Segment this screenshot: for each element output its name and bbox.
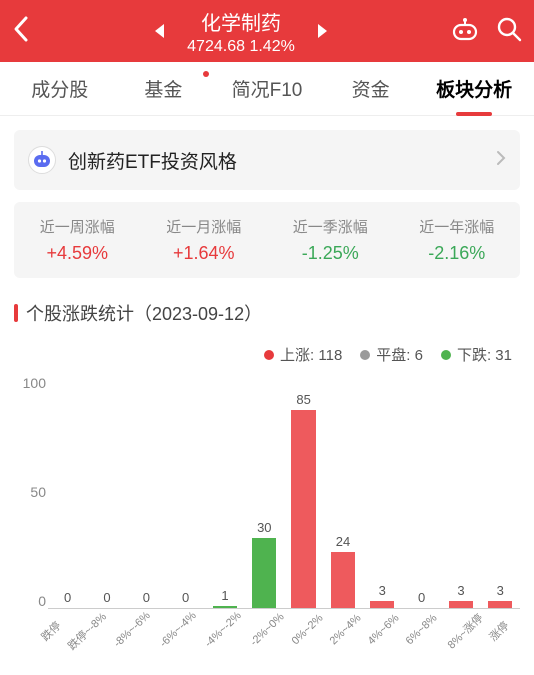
bar bbox=[331, 552, 355, 608]
nav-tabs: 成分股基金简况F10资金板块分析 bbox=[0, 62, 534, 116]
tab-简况F10[interactable]: 简况F10 bbox=[215, 75, 319, 102]
bar-column: 0 bbox=[87, 375, 126, 608]
search-icon[interactable] bbox=[496, 16, 522, 47]
stat-item: 近一年涨幅 -2.16% bbox=[394, 216, 521, 264]
legend-label: 上涨: 118 bbox=[280, 344, 342, 365]
back-button[interactable] bbox=[12, 15, 48, 48]
legend-label: 下跌: 31 bbox=[457, 344, 512, 365]
legend-item: 上涨: 118 bbox=[264, 344, 342, 365]
stat-value: -2.16% bbox=[394, 243, 521, 264]
stat-label: 近一周涨幅 bbox=[14, 216, 141, 237]
y-axis: 100 50 0 bbox=[14, 375, 46, 609]
legend-item: 平盘: 6 bbox=[360, 344, 423, 365]
next-arrow-icon[interactable] bbox=[313, 22, 333, 40]
stat-value: +4.59% bbox=[14, 243, 141, 264]
bar-column: 0 bbox=[127, 375, 166, 608]
header-title-block: 化学制药 4724.68 1.42% bbox=[187, 7, 295, 56]
stat-value: +1.64% bbox=[141, 243, 268, 264]
legend-item: 下跌: 31 bbox=[441, 344, 512, 365]
notification-dot bbox=[203, 71, 209, 77]
bar-value-label: 0 bbox=[418, 590, 425, 605]
bar-value-label: 24 bbox=[336, 534, 350, 549]
stat-item: 近一季涨幅 -1.25% bbox=[267, 216, 394, 264]
tab-板块分析[interactable]: 板块分析 bbox=[422, 75, 526, 102]
x-tick-label: 涨停 bbox=[485, 617, 534, 667]
bar-value-label: 0 bbox=[143, 590, 150, 605]
chart-legend: 上涨: 118 平盘: 6 下跌: 31 bbox=[14, 344, 520, 365]
section-title: 个股涨跌统计（2023-09-12） bbox=[14, 300, 520, 326]
y-tick: 50 bbox=[14, 484, 46, 500]
stat-label: 近一季涨幅 bbox=[267, 216, 394, 237]
assistant-icon[interactable] bbox=[450, 16, 480, 47]
stat-value: -1.25% bbox=[267, 243, 394, 264]
legend-dot bbox=[264, 350, 274, 360]
bar-value-label: 85 bbox=[296, 392, 310, 407]
bar-column: 1 bbox=[205, 375, 244, 608]
bar-column: 3 bbox=[481, 375, 520, 608]
stat-item: 近一周涨幅 +4.59% bbox=[14, 216, 141, 264]
sector-change: 1.42% bbox=[249, 38, 294, 55]
tab-资金[interactable]: 资金 bbox=[319, 75, 423, 102]
tab-基金[interactable]: 基金 bbox=[112, 75, 216, 102]
y-tick: 100 bbox=[14, 375, 46, 391]
bar bbox=[488, 601, 512, 608]
bar-column: 3 bbox=[441, 375, 480, 608]
bar bbox=[370, 601, 394, 608]
sector-name: 化学制药 bbox=[187, 7, 295, 36]
bar-column: 24 bbox=[323, 375, 362, 608]
robot-icon bbox=[28, 146, 56, 174]
bar bbox=[449, 601, 473, 608]
legend-dot bbox=[441, 350, 451, 360]
prev-arrow-icon[interactable] bbox=[149, 22, 169, 40]
bar bbox=[252, 538, 276, 608]
bar-column: 0 bbox=[48, 375, 87, 608]
chevron-right-icon bbox=[496, 150, 506, 171]
bar-chart: 100500 000013085243033 跌停跌停~-8%-8%~-6%-6… bbox=[14, 375, 520, 655]
sector-price-line: 4724.68 1.42% bbox=[187, 38, 295, 56]
bar bbox=[291, 410, 315, 608]
app-header: 化学制药 4724.68 1.42% bbox=[0, 0, 534, 62]
period-stats: 近一周涨幅 +4.59%近一月涨幅 +1.64% 近一季涨幅 -1.25%近一年涨幅 -2… bbox=[14, 202, 520, 278]
stat-item: 近一月涨幅 +1.64% bbox=[141, 216, 268, 264]
y-tick: 0 bbox=[14, 593, 46, 609]
tab-成分股[interactable]: 成分股 bbox=[8, 75, 112, 102]
stat-label: 近一年涨幅 bbox=[394, 216, 521, 237]
bar-column: 0 bbox=[166, 375, 205, 608]
banner-text: 创新药ETF投资风格 bbox=[68, 147, 484, 174]
bar-value-label: 3 bbox=[497, 583, 504, 598]
bar-value-label: 0 bbox=[182, 590, 189, 605]
x-axis: 跌停跌停~-8%-8%~-6%-6%~-4%-4%~-2%-2%~0%0%~2%… bbox=[48, 609, 520, 655]
legend-label: 平盘: 6 bbox=[376, 344, 423, 365]
stat-label: 近一月涨幅 bbox=[141, 216, 268, 237]
bar-value-label: 1 bbox=[221, 588, 228, 603]
bar-value-label: 0 bbox=[64, 590, 71, 605]
etf-banner[interactable]: 创新药ETF投资风格 bbox=[14, 130, 520, 190]
bar-column: 85 bbox=[284, 375, 323, 608]
bar-value-label: 30 bbox=[257, 520, 271, 535]
bar-column: 30 bbox=[245, 375, 284, 608]
bar-value-label: 3 bbox=[379, 583, 386, 598]
bar-value-label: 0 bbox=[103, 590, 110, 605]
header-center: 化学制药 4724.68 1.42% bbox=[48, 7, 434, 56]
bar-column: 0 bbox=[402, 375, 441, 608]
bar bbox=[213, 606, 237, 608]
sector-price: 4724.68 bbox=[187, 38, 245, 55]
bar-value-label: 3 bbox=[457, 583, 464, 598]
legend-dot bbox=[360, 350, 370, 360]
bar-column: 3 bbox=[363, 375, 402, 608]
bars-area: 000013085243033 bbox=[48, 375, 520, 609]
